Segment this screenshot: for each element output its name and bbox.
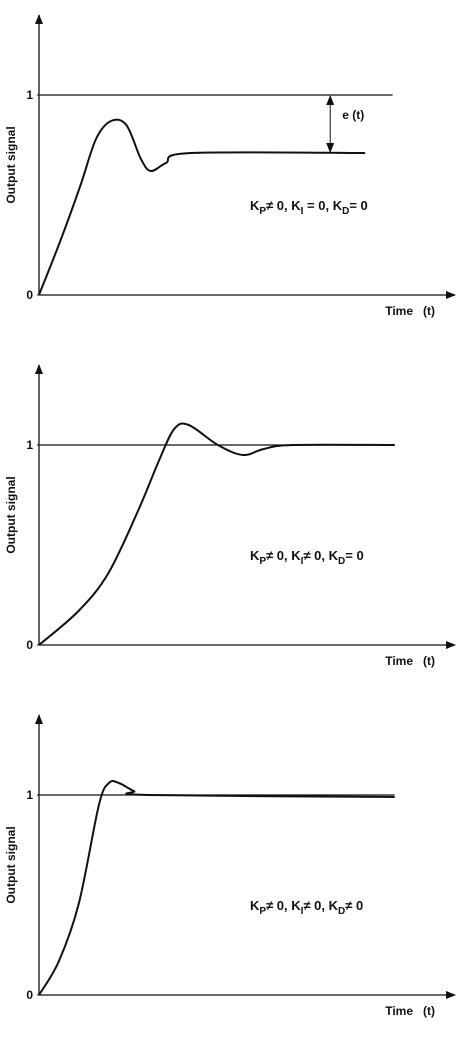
y-tick-label: 0 xyxy=(26,638,33,652)
gain-subscript: P xyxy=(259,906,266,917)
gain-text: ≠ 0, K xyxy=(266,548,301,563)
gain-subscript: P xyxy=(259,556,266,567)
gain-text: = 0, K xyxy=(303,198,342,213)
gain-text: ≠ 0 xyxy=(345,898,363,913)
gain-subscript: D xyxy=(338,906,345,917)
gain-subscript: P xyxy=(259,206,266,217)
x-axis-label: Time (t) xyxy=(385,304,435,318)
y-axis-label: Output signal xyxy=(4,126,18,203)
y-tick-label: 1 xyxy=(26,788,33,802)
y-axis-label: Output signal xyxy=(4,476,18,553)
gain-subscript: I xyxy=(301,206,304,217)
gain-subscript: D xyxy=(338,556,345,567)
y-tick-label: 1 xyxy=(26,438,33,452)
gain-label: KP≠ 0, KI = 0, KD= 0 xyxy=(250,198,368,217)
gain-text: = 0 xyxy=(349,198,367,213)
gain-text: ≠ 0, K xyxy=(303,898,338,913)
line-series xyxy=(38,422,395,646)
gain-text: ≠ 0, K xyxy=(266,198,301,213)
gain-subscript: D xyxy=(342,206,349,217)
y-tick-label: 0 xyxy=(26,988,33,1002)
gain-text: ≠ 0, K xyxy=(303,548,338,563)
gain-subscript: I xyxy=(301,556,304,567)
gain-text: K xyxy=(250,548,260,563)
error-label: e (t) xyxy=(342,108,364,122)
y-tick-label: 1 xyxy=(26,88,33,102)
x-axis-label: Time (t) xyxy=(385,654,435,668)
gain-subscript: I xyxy=(301,906,304,917)
line-series xyxy=(38,118,366,296)
gain-label: KP≠ 0, KI≠ 0, KD= 0 xyxy=(250,548,364,567)
y-tick-label: 0 xyxy=(26,288,33,302)
y-axis-label: Output signal xyxy=(4,826,18,903)
gain-label: KP≠ 0, KI≠ 0, KD≠ 0 xyxy=(250,898,363,917)
gain-text: ≠ 0, K xyxy=(266,898,301,913)
x-axis-label: Time (t) xyxy=(385,1004,435,1018)
line-series xyxy=(38,780,395,996)
gain-text: K xyxy=(250,898,260,913)
gain-text: K xyxy=(250,198,260,213)
gain-text: = 0 xyxy=(345,548,363,563)
